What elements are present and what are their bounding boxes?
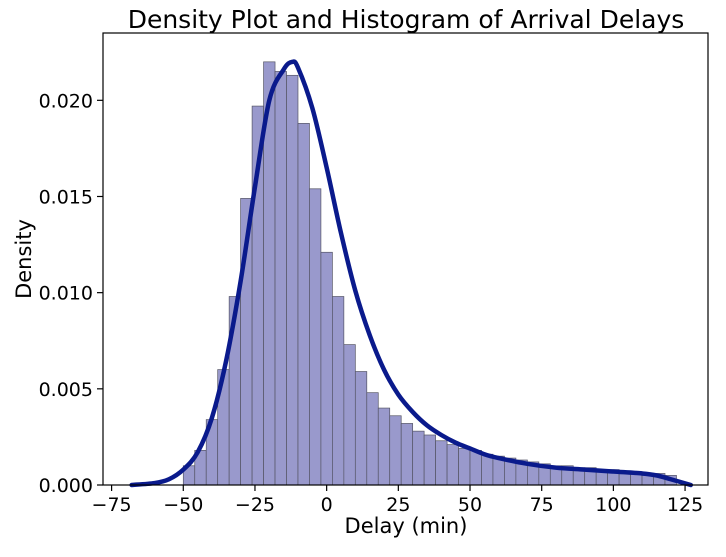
x-axis-ticks: −75 −50 −25 0 25 50 75 100 125 bbox=[92, 485, 703, 516]
x-tick-label: 125 bbox=[667, 494, 703, 516]
histogram-bars bbox=[182, 61, 677, 486]
y-tick-label: 0.000 bbox=[39, 475, 93, 497]
y-tick-label: 0.015 bbox=[39, 186, 93, 208]
plot-frame bbox=[102, 32, 709, 486]
histogram-bar bbox=[469, 450, 482, 486]
histogram-bar bbox=[435, 440, 448, 486]
y-tick-label: 0.005 bbox=[39, 379, 93, 401]
histogram-bar bbox=[400, 423, 414, 486]
x-tick-label: −50 bbox=[163, 494, 203, 516]
histogram-bar bbox=[274, 71, 287, 486]
x-tick-label: 25 bbox=[386, 494, 410, 516]
y-axis-ticks: 0.000 0.005 0.010 0.015 0.020 bbox=[39, 90, 103, 497]
histogram-bar bbox=[354, 371, 368, 486]
y-tick-label: 0.010 bbox=[39, 283, 93, 305]
histogram-bar bbox=[412, 430, 425, 486]
histogram-bar bbox=[458, 448, 471, 486]
x-tick-label: 100 bbox=[595, 494, 631, 516]
histogram-bar bbox=[389, 415, 402, 486]
x-tick-label: −75 bbox=[92, 494, 132, 516]
histogram-bar bbox=[446, 444, 459, 486]
histogram-bar bbox=[332, 296, 345, 486]
histogram-bar bbox=[377, 407, 391, 486]
histogram-bar bbox=[366, 392, 379, 486]
x-tick-label: 75 bbox=[530, 494, 554, 516]
histogram-bar bbox=[423, 434, 436, 486]
histogram-bar bbox=[297, 123, 310, 486]
x-tick-label: −25 bbox=[235, 494, 275, 516]
histogram-bar bbox=[343, 344, 356, 486]
histogram-bar bbox=[286, 74, 299, 486]
x-tick-label: 50 bbox=[458, 494, 482, 516]
chart-title: Density Plot and Histogram of Arrival De… bbox=[128, 5, 685, 34]
y-axis-label: Density bbox=[12, 219, 36, 299]
x-tick-label: 0 bbox=[321, 494, 333, 516]
x-axis-label: Delay (min) bbox=[345, 514, 468, 538]
y-tick-label: 0.020 bbox=[39, 90, 93, 112]
density-curve bbox=[129, 59, 694, 488]
histogram-bar bbox=[320, 251, 333, 486]
histogram-bar bbox=[481, 453, 494, 486]
histogram-bar bbox=[309, 188, 322, 486]
